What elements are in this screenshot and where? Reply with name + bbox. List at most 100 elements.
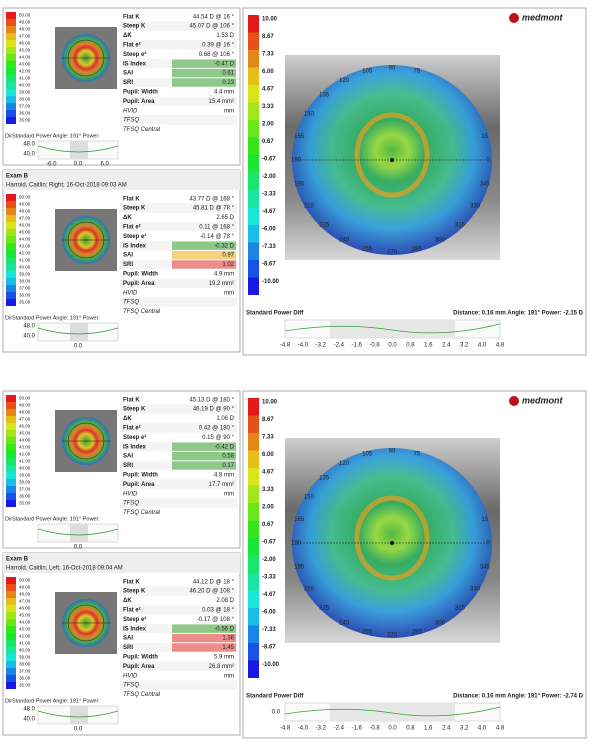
metric-row-bg bbox=[120, 288, 237, 298]
readout: Distance: 0.16 mm Angle: 191° Power: -2.… bbox=[453, 311, 584, 317]
scale-label: 44.00 bbox=[19, 438, 31, 443]
scale-label: 46.00 bbox=[19, 606, 31, 611]
metric-label: SRI bbox=[123, 80, 133, 86]
angle-label: 315 bbox=[455, 606, 466, 612]
diff-scale-label: -7.33 bbox=[262, 244, 276, 250]
logo-text: medmont bbox=[522, 12, 564, 22]
metric-value: 4.9 mm bbox=[214, 271, 234, 277]
scale-swatch bbox=[6, 437, 16, 444]
diff-scale-swatch bbox=[248, 155, 259, 173]
diff-profile-x-label: 0.8 bbox=[406, 726, 415, 732]
diff-profile-x-label: 0.8 bbox=[406, 343, 415, 349]
scale-swatch bbox=[6, 465, 16, 472]
scale-label: 37.00 bbox=[19, 487, 31, 492]
metric-label: Steep e² bbox=[123, 616, 146, 623]
diff-scale-swatch bbox=[248, 538, 259, 556]
diff-profile-x-label: -1.6 bbox=[351, 726, 362, 732]
scale-swatch bbox=[6, 661, 16, 668]
diff-scale-swatch bbox=[248, 15, 259, 33]
diff-profile-x-label: -2.4 bbox=[334, 726, 345, 732]
logo-text: medmont bbox=[522, 395, 564, 405]
metric-label: Flat e² bbox=[123, 41, 141, 48]
diff-profile-band bbox=[330, 703, 455, 721]
angle-label: 345 bbox=[480, 181, 491, 187]
scale-label: 35.00 bbox=[19, 683, 31, 688]
scale-swatch bbox=[6, 194, 16, 201]
metric-row-bg bbox=[120, 12, 237, 22]
metric-label: TFSQ Central bbox=[123, 127, 161, 133]
scale-label: 37.00 bbox=[19, 104, 31, 109]
metric-row-bg bbox=[120, 614, 237, 624]
diff-scale-swatch bbox=[248, 590, 259, 608]
diff-profile-x-label: 0.0 bbox=[388, 726, 397, 732]
scale-label: 44.00 bbox=[19, 620, 31, 625]
diff-scale-swatch bbox=[248, 32, 259, 50]
diff-scale-swatch bbox=[248, 398, 259, 416]
scale-swatch bbox=[6, 577, 16, 584]
scale-swatch bbox=[6, 640, 16, 647]
metric-label: Steep K bbox=[123, 206, 146, 212]
profile-y-label: 48.0 bbox=[23, 324, 35, 330]
scale-swatch bbox=[6, 26, 16, 33]
angle-label: 330 bbox=[470, 204, 481, 210]
diff-scale-label: 2.00 bbox=[262, 505, 274, 511]
angle-label: 285 bbox=[412, 629, 423, 635]
metric-value: 17.7 mm² bbox=[209, 482, 234, 488]
diff-profile-band bbox=[330, 320, 455, 338]
diff-scale-swatch bbox=[248, 172, 259, 190]
diff-scale-swatch bbox=[248, 190, 259, 208]
metric-row-bg bbox=[120, 21, 237, 31]
scale-label: 46.00 bbox=[19, 223, 31, 228]
scale-label: 42.00 bbox=[19, 69, 31, 74]
scale-label: 47.00 bbox=[19, 599, 31, 604]
scale-label: 42.00 bbox=[19, 251, 31, 256]
scale-label: 40.00 bbox=[19, 83, 31, 88]
scale-label: 40.00 bbox=[19, 265, 31, 270]
metric-label: ΔK bbox=[123, 598, 132, 604]
diff-scale-swatch bbox=[248, 643, 259, 661]
scale-label: 47.00 bbox=[19, 417, 31, 422]
metric-label: ΔK bbox=[123, 215, 132, 221]
profile-band bbox=[70, 141, 88, 159]
scale-swatch bbox=[6, 229, 16, 236]
diff-scale-label: 3.33 bbox=[262, 487, 274, 493]
diff-scale-label: 2.00 bbox=[262, 122, 274, 128]
metric-row-bg bbox=[120, 231, 237, 241]
metric-value: -0.14 @ 78 ° bbox=[200, 234, 234, 240]
diff-scale-label: -3.33 bbox=[262, 192, 276, 198]
angle-label: 240 bbox=[339, 237, 350, 243]
metric-row-bg bbox=[120, 661, 237, 671]
metric-value: 0.23 bbox=[222, 80, 234, 86]
profile-x-label: 0.0 bbox=[74, 545, 83, 551]
metric-row-bg bbox=[120, 413, 237, 424]
angle-label: 300 bbox=[435, 237, 446, 243]
diff-scale-swatch bbox=[248, 260, 259, 278]
scale-label: 36.00 bbox=[19, 111, 31, 116]
diff-scale-label: 6.00 bbox=[262, 69, 274, 75]
scale-label: 35.00 bbox=[19, 300, 31, 305]
metric-label: Pupil: Area bbox=[123, 281, 155, 287]
metric-label: SAI bbox=[123, 636, 133, 642]
scale-swatch bbox=[6, 250, 16, 257]
metric-row-bg bbox=[120, 222, 237, 232]
metric-label: SRI bbox=[123, 463, 133, 469]
scale-swatch bbox=[6, 33, 16, 40]
diff-scale-swatch bbox=[248, 50, 259, 68]
metric-label: IS Index bbox=[123, 626, 147, 632]
metric-value: 1.02 bbox=[222, 262, 234, 268]
angle-label: 165 bbox=[294, 517, 305, 523]
metric-value: 1.36 bbox=[222, 636, 234, 642]
scale-label: 39.00 bbox=[19, 473, 31, 478]
metric-row-bg bbox=[120, 595, 237, 606]
scale-label: 38.00 bbox=[19, 662, 31, 667]
diff-profile-x-label: 4.0 bbox=[478, 343, 487, 349]
scale-label: 50.00 bbox=[19, 396, 31, 401]
scale-label: 39.00 bbox=[19, 90, 31, 95]
scale-label: 49.00 bbox=[19, 403, 31, 408]
metric-label: IS Index bbox=[123, 61, 147, 67]
angle-label: 195 bbox=[294, 181, 305, 187]
metric-label: Pupil: Width bbox=[123, 89, 158, 95]
angle-label: 15 bbox=[481, 134, 488, 140]
angle-label: 150 bbox=[304, 112, 315, 118]
metric-highlight bbox=[172, 260, 236, 269]
